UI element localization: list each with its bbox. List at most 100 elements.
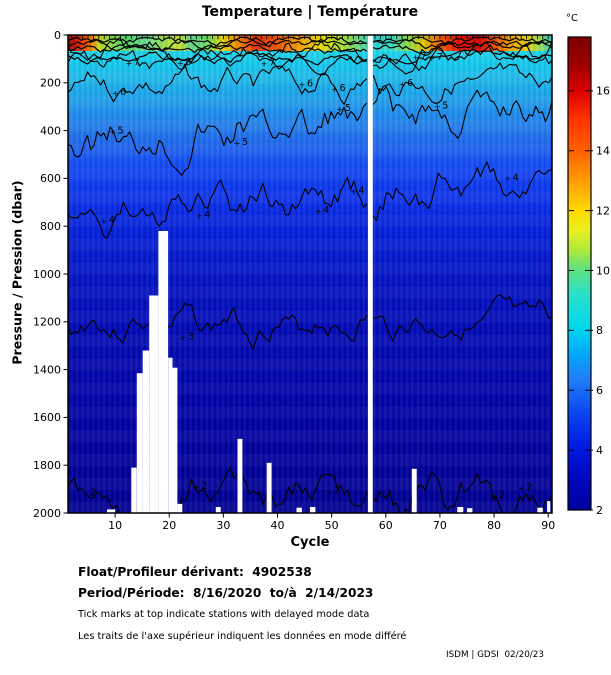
contour-label-marker: +	[261, 60, 268, 69]
x-tick-label: 10	[108, 519, 122, 532]
contour-label: 2	[201, 481, 207, 492]
contour-label-marker: +	[326, 487, 333, 496]
contour-label-marker: +	[180, 334, 187, 343]
contour-label: 2	[90, 488, 96, 499]
contour-label-marker: +	[299, 81, 306, 90]
contour-label: 5	[345, 103, 351, 114]
missing-data-gap	[367, 35, 373, 513]
missing-data-gap	[172, 367, 178, 513]
y-tick-label: 2000	[33, 507, 61, 520]
colorbar-tick-label: 2	[596, 504, 603, 517]
colorbar-tick-label: 16	[596, 85, 610, 98]
contour-label: 7	[437, 52, 443, 63]
y-tick-label: 1000	[33, 268, 61, 281]
contour-line-2	[372, 471, 552, 513]
contour-label: 2	[499, 490, 505, 501]
x-tick-label: 50	[325, 519, 339, 532]
colorbar-tick-label: 10	[596, 264, 610, 277]
contour-label-marker: +	[193, 483, 200, 492]
contour-label-marker: +	[331, 85, 338, 94]
contour-label: 3	[188, 332, 194, 343]
contour-line-2	[68, 461, 368, 513]
x-tick-label: 60	[379, 519, 393, 532]
missing-data-gap	[168, 357, 173, 513]
contour-label-marker: +	[429, 54, 436, 63]
plot-layers: 8+7+ 7+7+ 7+6+6+ 6+6+5+5+5+ 5+4+4+4+4+4+3+2+…	[68, 35, 552, 513]
contour-line-7	[373, 44, 552, 72]
contour-line-5	[372, 86, 552, 139]
contour-label-marker: +	[337, 105, 344, 114]
contour-label: 4	[204, 210, 210, 221]
colorbar-tick-label: 14	[596, 145, 610, 158]
surface-contour-line	[68, 43, 368, 55]
x-tick-label: 90	[541, 519, 555, 532]
contour-label-marker: +	[518, 484, 525, 493]
contour-label: 5	[242, 137, 248, 148]
contour-label: 6	[307, 79, 313, 90]
contour-line-7	[68, 50, 367, 76]
missing-data-gap	[107, 509, 116, 513]
contour-label: 4	[109, 215, 115, 226]
contour-label: 2	[334, 485, 340, 496]
colorbar-tick-label: 12	[596, 204, 610, 217]
contour-label-marker: +	[177, 59, 184, 68]
contour-label-marker: +	[412, 53, 419, 62]
x-tick-label: 70	[433, 519, 447, 532]
missing-data-gap	[215, 507, 221, 513]
contour-line-6	[68, 63, 368, 105]
y-tick-label: 1600	[33, 411, 61, 424]
colorbar-tick-label: 6	[596, 384, 603, 397]
delayed-mode-note-en: Tick marks at top indicate stations with…	[78, 609, 370, 620]
missing-data-gap	[547, 501, 551, 513]
y-tick-label: 600	[40, 172, 61, 185]
contour-label: 8	[185, 57, 191, 68]
contour-label-marker: +	[125, 59, 132, 68]
missing-data-gap	[457, 507, 464, 513]
contour-label-marker: +	[434, 103, 441, 112]
missing-data-gap	[142, 350, 150, 513]
y-tick-label: 0	[54, 29, 61, 42]
y-tick-label: 800	[40, 220, 61, 233]
contour-label-marker: +	[350, 187, 357, 196]
missing-data-gap	[177, 503, 183, 513]
missing-data-gap	[467, 508, 473, 513]
contour-label-marker: +	[101, 217, 108, 226]
contour-line-5	[68, 102, 368, 176]
contour-label: 4	[358, 185, 364, 196]
contour-label-marker: +	[491, 492, 498, 501]
y-tick-label: 1800	[33, 459, 61, 472]
x-tick-label: 40	[271, 519, 285, 532]
plot-title: Temperature | Température	[201, 4, 419, 20]
contour-line-8	[372, 41, 552, 75]
contour-line-3	[68, 302, 368, 350]
missing-data-gap	[131, 467, 137, 513]
contour-label: 7	[421, 51, 427, 62]
missing-data-gap	[537, 507, 543, 513]
contour-label: 4	[513, 173, 519, 184]
contour-label-marker: +	[315, 207, 322, 216]
contour-label: 6	[407, 78, 413, 89]
contour-label-marker: +	[82, 490, 89, 499]
missing-data-gap	[266, 462, 272, 513]
contour-line-4	[372, 161, 552, 221]
contour-label: 2	[526, 482, 532, 493]
surface-contour-line	[68, 51, 367, 66]
colorbar-tick-label: 4	[596, 444, 603, 457]
missing-data-gap	[310, 507, 316, 513]
x-tick-label: 30	[216, 519, 230, 532]
contour-label: 4	[323, 205, 329, 216]
float-id-line: Float/Profileur dérivant: 4902538	[78, 565, 312, 579]
y-axis-label: Pressure / Pression (dbar)	[9, 180, 25, 365]
missing-data-gap	[136, 373, 143, 513]
contour-label-marker: +	[109, 128, 116, 137]
x-tick-label: 80	[487, 519, 501, 532]
x-tick-label: 20	[162, 519, 176, 532]
surface-contour-line	[68, 38, 367, 52]
contour-line-6	[372, 62, 552, 104]
colorbar-tick-label: 8	[596, 324, 603, 337]
contour-label-marker: +	[504, 175, 511, 184]
x-axis-label: Cycle	[290, 535, 330, 550]
contour-label-marker: +	[196, 212, 203, 221]
